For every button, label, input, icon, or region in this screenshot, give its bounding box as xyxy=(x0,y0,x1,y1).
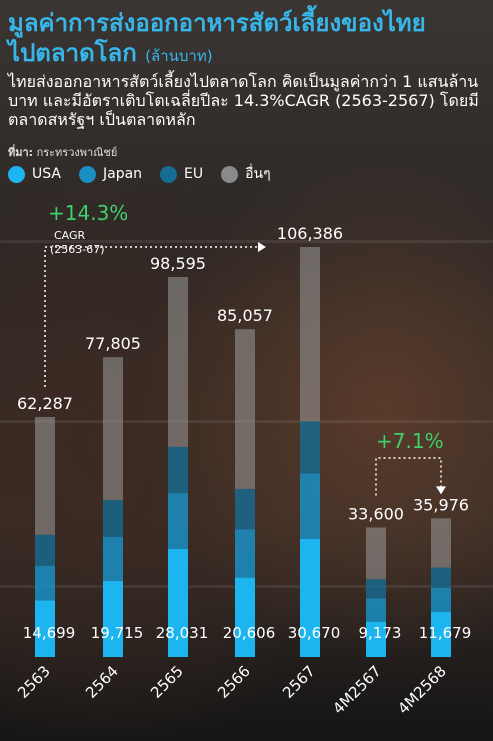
legend-swatch-eu xyxy=(160,165,178,183)
title-line-2: ไปตลาดโลก xyxy=(8,39,137,67)
legend-label-eu: EU xyxy=(184,166,204,182)
bar-segment-eu-4M2567 xyxy=(366,579,386,599)
bar-segment-eu-2566 xyxy=(235,488,255,530)
cagr-arrow-head xyxy=(258,242,266,252)
legend-swatch-others xyxy=(221,165,239,183)
source-text: กระทรวงพาณิชย์ xyxy=(36,146,118,159)
cagr-caption: CAGR xyxy=(54,229,86,242)
usa-label-2564: 19,715 xyxy=(91,624,144,642)
source-note: ที่มา: กระทรวงพาณิชย์ xyxy=(8,143,117,161)
cagr-arrow-line xyxy=(44,246,258,387)
x-tick-label-2565: 2565 xyxy=(147,662,187,702)
total-label-2565: 98,595 xyxy=(150,254,206,273)
bar-segment-others-4M2568 xyxy=(431,518,451,568)
x-tick-label-2566: 2566 xyxy=(214,662,254,702)
bar-segment-others-2564 xyxy=(103,357,123,501)
growth-4m-annotation: +7.1% xyxy=(376,429,444,453)
total-label-2564: 77,805 xyxy=(85,334,141,353)
bar-segment-others-2563 xyxy=(35,416,55,535)
usa-label-2567: 30,670 xyxy=(288,624,341,642)
bar-segment-eu-2567 xyxy=(300,421,320,474)
x-tick-label-2563: 2563 xyxy=(14,662,54,702)
bar-segment-usa-4M2567 xyxy=(366,621,386,657)
bar-segment-eu-2563 xyxy=(35,534,55,566)
bar-segment-japan-2567 xyxy=(300,473,320,539)
total-label-2563: 62,287 xyxy=(17,394,73,413)
bar-segment-japan-4M2567 xyxy=(366,598,386,622)
bar-segment-usa-4M2568 xyxy=(431,611,451,657)
bar-segment-japan-2564 xyxy=(103,536,123,582)
bar-segment-japan-2563 xyxy=(35,565,55,601)
bar-segment-eu-4M2568 xyxy=(431,567,451,588)
bar-segment-usa-2566 xyxy=(235,577,255,657)
legend-label-japan: Japan xyxy=(102,166,143,182)
bar-segment-japan-2565 xyxy=(168,493,188,549)
subtitle: ไทยส่งออกอาหารสัตว์เลี้ยงไปตลาดโลก คิดเป… xyxy=(8,72,479,129)
bar-segment-usa-2567 xyxy=(300,538,320,657)
bar-segment-usa-2565 xyxy=(168,548,188,657)
cagr-period: (2563-67) xyxy=(50,243,105,256)
bar-segment-usa-2563 xyxy=(35,600,55,657)
title-line-1: มูลค่าการส่งออกอาหารสัตว์เลี้ยงของไทย xyxy=(8,9,426,37)
legend-item-others: อื่นๆ xyxy=(221,163,271,185)
bar-segment-others-2565 xyxy=(168,277,188,447)
page-title: มูลค่าการส่งออกอาหารสัตว์เลี้ยงของไทย ไป… xyxy=(8,8,426,71)
usa-label-4M2568: 11,679 xyxy=(419,624,472,642)
total-label-4M2568: 35,976 xyxy=(413,495,469,514)
source-label: ที่มา: xyxy=(8,146,34,159)
usa-label-2566: 20,606 xyxy=(223,624,276,642)
bar-segment-eu-2564 xyxy=(103,500,123,537)
bar-segment-japan-4M2568 xyxy=(431,587,451,612)
legend-item-eu: EU xyxy=(160,163,203,185)
legend-swatch-usa xyxy=(8,165,25,183)
growth-arrow-line xyxy=(375,457,442,496)
x-tick-label-4M2568: 4M2568 xyxy=(394,662,450,718)
x-tick-label-2567: 2567 xyxy=(279,662,319,702)
bar-segment-japan-2566 xyxy=(235,529,255,578)
chart-legend: USA Japan EU อื่นๆ xyxy=(8,163,271,185)
legend-item-japan: Japan xyxy=(78,163,143,185)
cagr-main-annotation: +14.3% xyxy=(48,201,128,225)
legend-item-usa: USA xyxy=(8,163,61,185)
bars-layer: 62,287 14,699 2563 77,805 19,715 2564 98,595 28… xyxy=(14,224,471,718)
bar-segment-others-2566 xyxy=(235,329,255,489)
usa-label-2563: 14,699 xyxy=(23,624,76,642)
bar-segment-others-4M2567 xyxy=(366,527,386,580)
bar-segment-usa-2564 xyxy=(103,581,123,657)
bar-segment-eu-2565 xyxy=(168,446,188,494)
total-label-2567: 106,386 xyxy=(277,224,343,243)
total-label-4M2567: 33,600 xyxy=(348,505,404,524)
usa-label-4M2567: 9,173 xyxy=(359,624,402,642)
bar-segment-others-2567 xyxy=(300,247,320,422)
growth-arrow-head xyxy=(436,486,446,495)
title-unit: (ล้านบาท) xyxy=(145,47,213,65)
title-line-2-wrap: ไปตลาดโลก (ล้านบาท) xyxy=(8,38,426,71)
x-tick-label-4M2567: 4M2567 xyxy=(329,662,385,718)
legend-label-usa: USA xyxy=(32,166,61,182)
total-label-2566: 85,057 xyxy=(217,306,273,325)
legend-label-others: อื่นๆ xyxy=(245,166,271,182)
x-tick-label-2564: 2564 xyxy=(82,662,122,702)
legend-swatch-japan xyxy=(78,165,96,183)
usa-label-2565: 28,031 xyxy=(156,624,209,642)
